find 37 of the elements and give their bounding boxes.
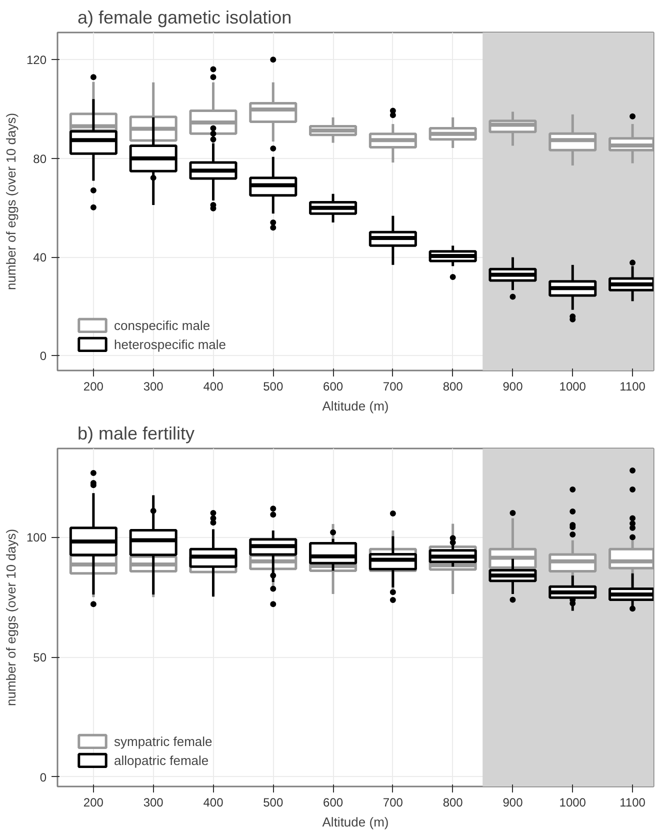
- x-tick-label: 800: [442, 380, 464, 394]
- legend-label: conspecific male: [114, 318, 210, 332]
- x-tick-label: 900: [502, 380, 524, 394]
- x-tick-label: 500: [263, 796, 284, 810]
- y-tick-label: 80: [33, 152, 47, 166]
- x-tick-label: 600: [323, 796, 344, 810]
- legend-label: allopatric female: [114, 752, 209, 768]
- y-tick-label: 40: [33, 250, 47, 265]
- x-tick-label: 500: [263, 380, 284, 394]
- x-tick-label: 400: [203, 796, 224, 810]
- chart-title: b) male fertility: [78, 424, 195, 444]
- y-tick-label: 0: [40, 349, 47, 364]
- x-tick-label: 300: [143, 796, 164, 810]
- x-tick-label: 1100: [620, 796, 646, 810]
- x-tick-label: 1100: [620, 380, 646, 394]
- x-tick-label: 800: [442, 796, 464, 810]
- y-tick-label: 100: [26, 530, 47, 545]
- y-axis-title: number of eggs (over 10 days): [3, 528, 18, 706]
- x-tick-label: 1000: [559, 796, 586, 810]
- x-axis-title: Altitude (m): [322, 398, 389, 414]
- x-tick-label: 700: [382, 380, 404, 394]
- x-tick-label: 900: [502, 796, 524, 810]
- legend-label: heterospecific male: [114, 336, 226, 352]
- x-tick-label: 600: [323, 380, 344, 394]
- y-axis-title: number of eggs (over 10 days): [3, 112, 18, 290]
- x-tick-label: 200: [83, 796, 104, 810]
- legend-label: sympatric female: [114, 734, 212, 748]
- x-tick-label: 200: [83, 380, 104, 394]
- y-tick-label: 0: [40, 770, 47, 784]
- chart-title: a) female gametic isolation: [78, 8, 292, 28]
- x-tick-label: 1000: [559, 380, 586, 394]
- y-tick-label: 50: [33, 650, 47, 665]
- x-tick-label: 300: [143, 380, 164, 394]
- x-axis-title: Altitude (m): [322, 814, 389, 830]
- y-tick-label: 120: [26, 53, 47, 68]
- x-tick-label: 400: [203, 380, 224, 394]
- x-tick-label: 700: [382, 796, 404, 810]
